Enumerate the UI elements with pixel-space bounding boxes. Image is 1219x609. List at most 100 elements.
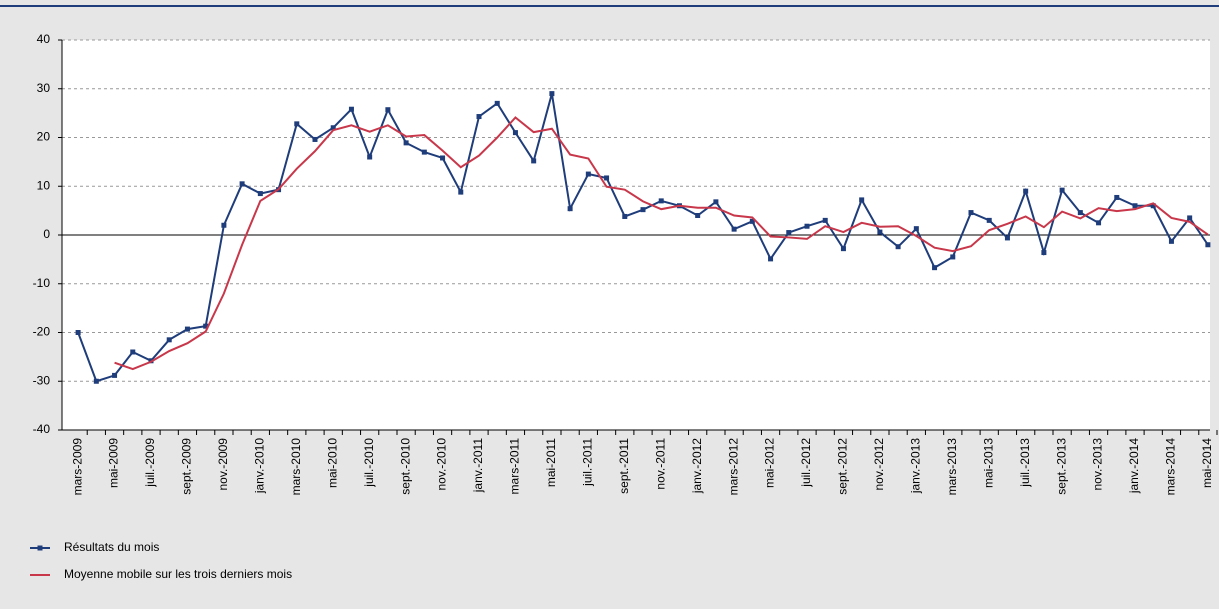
legend-label: Résultats du mois [64, 540, 159, 554]
point [622, 213, 628, 219]
point [1077, 210, 1083, 216]
y-tick-label: 20 [37, 130, 51, 144]
y-tick-label: -30 [33, 373, 51, 387]
x-tick-label: sept.-2012 [836, 438, 850, 495]
x-tick-label: mai-2013 [981, 438, 995, 488]
y-tick-label: 30 [37, 81, 51, 95]
point [385, 107, 391, 113]
point [1168, 238, 1174, 244]
point [512, 130, 518, 136]
point [658, 198, 664, 204]
x-tick-label: mai-2012 [763, 438, 777, 488]
x-tick-label: nov.-2013 [1091, 438, 1105, 491]
point [567, 206, 573, 212]
x-tick-label: mai-2009 [107, 438, 121, 488]
point [239, 181, 245, 187]
point [986, 217, 992, 223]
x-tick-label: mai-2011 [544, 438, 558, 487]
x-tick-label: mai-2010 [325, 438, 339, 488]
x-tick-label: nov.-2010 [435, 438, 449, 491]
x-tick-label: nov.-2011 [653, 438, 667, 490]
point [968, 210, 974, 216]
point [403, 140, 409, 146]
point [440, 155, 446, 161]
y-tick-label: -40 [33, 422, 51, 436]
point [695, 213, 701, 218]
y-tick-label: -20 [33, 325, 51, 339]
point [549, 91, 555, 97]
point [604, 175, 610, 181]
x-tick-label: mars-2011 [508, 438, 522, 495]
x-tick-label: sept.-2010 [398, 438, 412, 495]
x-tick-label: mars-2010 [289, 438, 303, 496]
point [166, 337, 172, 343]
point [330, 125, 336, 131]
point [367, 154, 373, 160]
x-tick-label: mai-2014 [1200, 438, 1214, 488]
point [75, 330, 81, 335]
point [1023, 188, 1029, 194]
x-tick-label: janv.-2012 [690, 438, 704, 494]
x-tick-label: juil.-2012 [799, 438, 813, 488]
point [421, 149, 427, 155]
point [1041, 250, 1047, 256]
x-tick-label: mars-2013 [945, 438, 959, 496]
point [203, 323, 209, 329]
x-tick-label: mars-2014 [1164, 438, 1178, 496]
x-tick-label: nov.-2009 [216, 438, 230, 491]
point [458, 189, 464, 195]
point [804, 223, 810, 229]
x-tick-label: janv.-2010 [253, 438, 267, 494]
legend-marker [37, 545, 43, 551]
point [494, 100, 500, 106]
x-tick-label: sept.-2009 [180, 438, 194, 495]
point [950, 254, 956, 260]
x-tick-label: sept.-2013 [1054, 438, 1068, 495]
x-tick-label: juil.-2009 [143, 438, 157, 488]
point [312, 136, 318, 142]
point [713, 199, 719, 205]
point [1132, 203, 1138, 209]
x-tick-label: sept.-2011 [617, 438, 631, 494]
point [1187, 215, 1193, 221]
point [585, 171, 591, 177]
point [840, 246, 846, 252]
x-tick-label: mars-2009 [70, 438, 84, 496]
point [348, 106, 354, 112]
point [877, 229, 883, 235]
y-tick-label: 10 [37, 178, 51, 192]
point [932, 265, 938, 271]
point [731, 226, 737, 232]
point [786, 230, 792, 236]
x-tick-label: nov.-2012 [872, 438, 886, 491]
point [859, 197, 865, 203]
point [1205, 242, 1211, 248]
point [895, 244, 901, 250]
x-tick-label: mars-2012 [726, 438, 740, 496]
point [112, 372, 118, 378]
x-tick-label: juil.-2011 [581, 438, 595, 487]
point [221, 222, 227, 228]
point [93, 378, 99, 384]
x-tick-label: janv.-2013 [909, 438, 923, 494]
x-tick-label: janv.-2011 [471, 438, 485, 494]
x-tick-label: juil.-2010 [362, 438, 376, 488]
legend-label: Moyenne mobile sur les trois derniers mo… [64, 567, 292, 581]
point [1150, 203, 1156, 209]
point [1096, 220, 1102, 226]
y-tick-label: 40 [37, 32, 51, 46]
y-tick-label: 0 [43, 227, 50, 241]
point [1004, 235, 1010, 241]
x-tick-label: juil.-2013 [1018, 438, 1032, 488]
point [184, 326, 190, 332]
point [531, 158, 537, 164]
point [822, 217, 828, 223]
y-tick-label: -10 [33, 276, 51, 290]
point [749, 218, 755, 224]
point [913, 226, 919, 232]
point [1114, 194, 1120, 200]
series-line [114, 116, 1209, 371]
point [640, 207, 646, 213]
